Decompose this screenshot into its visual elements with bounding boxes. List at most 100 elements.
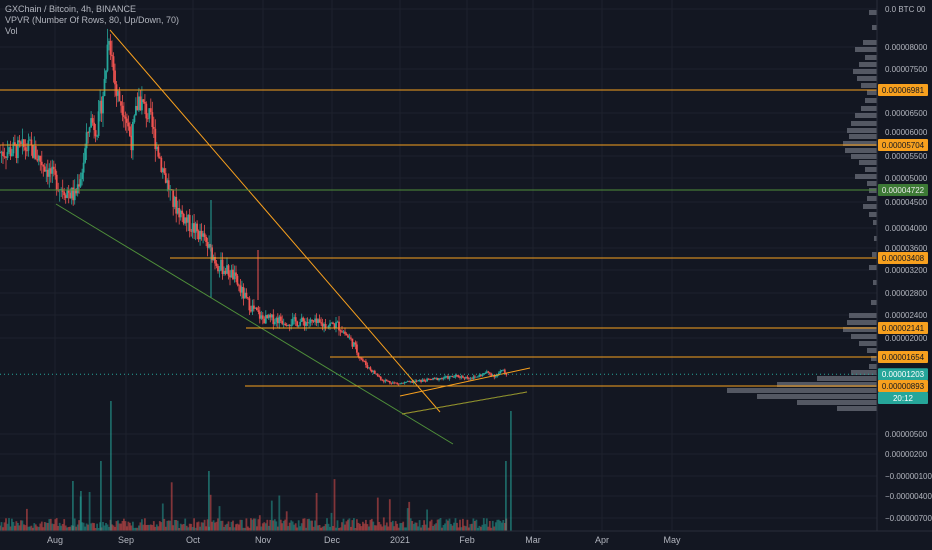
volume-bar [52,524,55,531]
volume-bar [182,524,185,531]
volume-bar [309,520,312,531]
vpvr-row [853,69,877,74]
candle-body [129,126,131,136]
volume-bar [32,527,34,531]
volume-bar [152,521,155,531]
time-axis-ticks: Aug Sep Oct Nov Dec 2021 Feb Mar Apr May [47,535,681,545]
candle-body [230,269,233,278]
volume-bar [34,524,37,531]
candle-body [254,307,257,309]
volume-bar [51,523,54,531]
volume-bar [211,521,213,531]
candle-body [408,381,411,382]
volume-bar [264,523,267,531]
volume-bar [84,526,86,531]
volume-bar [97,528,100,531]
candle-body [200,230,203,237]
candle-body [105,70,107,79]
volume-bar [400,523,403,531]
candle-body [475,376,478,378]
candle-body [145,103,148,119]
volume-bar [414,522,417,531]
volume-bar [105,523,107,531]
volume-bar [484,524,487,531]
volume-bar [254,518,257,531]
volume-bar [238,524,240,531]
candle-body [439,378,442,379]
volume-bar [176,520,179,531]
vpvr-row [851,370,877,375]
volume-bar [499,520,502,531]
price-axis-panel[interactable] [877,0,932,550]
candle-body [359,357,361,359]
volume-bar [447,520,449,531]
volume-bar [258,515,261,531]
candle-body [448,376,451,379]
green-trendline-support [55,203,454,445]
vpvr-row [861,83,877,88]
candle-body [414,380,417,382]
candle-body [185,217,188,223]
candle-body [87,132,89,134]
volume-bar [502,520,505,531]
candle-body [212,257,215,261]
volume-bar [0,525,1,531]
candle-body [232,269,234,280]
candle-body [90,118,92,128]
candle-body [354,342,357,345]
candle-body [296,321,299,327]
candle-body [160,157,163,172]
volume-bar [250,518,252,531]
candle-body [84,148,86,163]
volume-bar [317,525,319,531]
volume-bar [381,526,384,531]
candle-body [211,247,213,261]
volume-bar [279,519,282,531]
candle-body [251,305,254,312]
volume-bar [64,525,67,531]
candle-body [43,166,46,172]
candle-body [275,317,278,322]
price-label-box [878,252,928,264]
volume-bar [55,518,58,531]
volume-bar [133,527,136,531]
volume-bar [335,527,337,531]
volume-bar [61,524,64,531]
candle-body [409,381,412,382]
legend-symbol[interactable]: GXChain / Bitcoin, 4h, BINANCE [5,4,137,14]
candle-body [205,237,207,242]
volume-bar [411,521,414,531]
candle-body [144,102,146,104]
price-tick-label: 0.00000200 [885,450,928,459]
candle-body [29,139,31,141]
candle-body [221,259,224,274]
price-tick-label: 0.0 BTC 00 [885,5,926,14]
candle-body [182,213,185,224]
candle-body [472,376,475,379]
candle-body [157,146,160,157]
volume-bar [485,518,488,531]
candle-body [423,379,425,381]
volume-bar [441,527,443,531]
legend-indicator-vpvr[interactable]: VPVR (Number Of Rows, 80, Up/Down, 70) [5,15,180,25]
volume-bar [503,523,506,531]
candle-body [311,319,313,321]
volume-bar [474,521,476,531]
candle-body [14,142,16,145]
volume-bar [70,525,73,531]
legend-volume[interactable]: Vol [5,26,18,36]
volume-bar [226,523,228,531]
volume-bar [477,527,479,531]
volume-bar [164,526,167,531]
volume-bar [90,523,92,531]
volume-bar [244,527,246,531]
candle-body [5,156,7,158]
volume-bar [360,526,363,531]
volume-bar [369,519,372,531]
volume-bar [305,527,307,531]
vpvr-row [845,148,877,153]
price-label-text: 0.00004722 [882,186,925,195]
candle-body [247,297,249,299]
volume-bar [311,520,313,531]
